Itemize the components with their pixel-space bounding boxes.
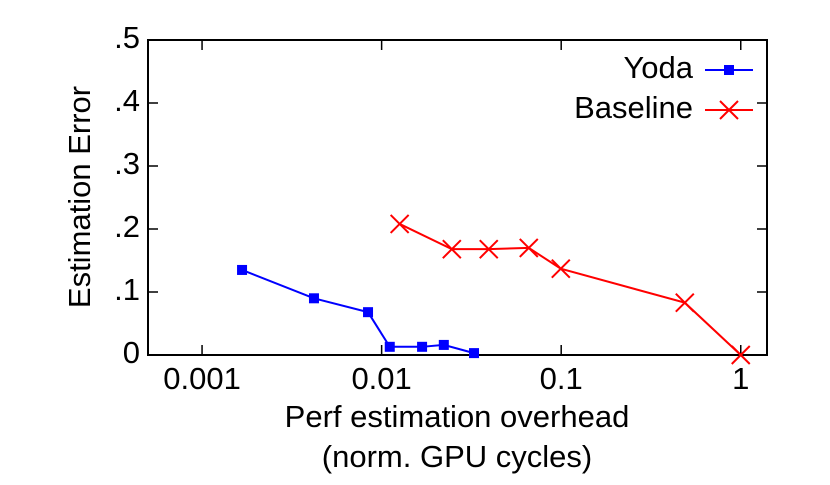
legend-marker bbox=[719, 100, 739, 120]
plot-frame bbox=[147, 39, 768, 356]
x-axis-label: (norm. GPU cycles) bbox=[322, 439, 592, 474]
x-tick-label: 0.1 bbox=[540, 361, 583, 396]
data-point bbox=[417, 341, 428, 352]
y-tick-label: 0 bbox=[123, 335, 140, 370]
y-tick-label: .4 bbox=[114, 83, 140, 118]
legend-label: Baseline bbox=[574, 90, 693, 125]
x-axis-label: Perf estimation overhead bbox=[285, 399, 630, 434]
y-tick-label: .1 bbox=[114, 272, 140, 307]
legend-label: Yoda bbox=[623, 50, 693, 85]
data-point bbox=[389, 214, 410, 234]
data-point bbox=[479, 239, 499, 259]
data-point bbox=[731, 345, 751, 365]
data-point bbox=[237, 264, 248, 275]
x-tick-label: 1 bbox=[732, 361, 749, 396]
y-tick-label: .3 bbox=[114, 146, 140, 181]
data-point bbox=[438, 339, 449, 350]
y-tick-label: .2 bbox=[114, 209, 140, 244]
x-tick-label: 0.001 bbox=[163, 361, 241, 396]
data-point bbox=[384, 341, 395, 352]
data-point bbox=[469, 348, 480, 359]
y-tick-label: .5 bbox=[114, 20, 140, 55]
data-point bbox=[363, 307, 374, 318]
data-point bbox=[442, 239, 462, 259]
series-line bbox=[399, 223, 742, 356]
data-point bbox=[675, 293, 695, 313]
y-axis-label: Estimation Error bbox=[62, 86, 97, 308]
data-point bbox=[308, 293, 319, 304]
x-tick-label: 0.01 bbox=[351, 361, 411, 396]
legend-marker bbox=[724, 65, 734, 75]
data-point bbox=[551, 258, 571, 279]
data-point bbox=[519, 238, 539, 258]
